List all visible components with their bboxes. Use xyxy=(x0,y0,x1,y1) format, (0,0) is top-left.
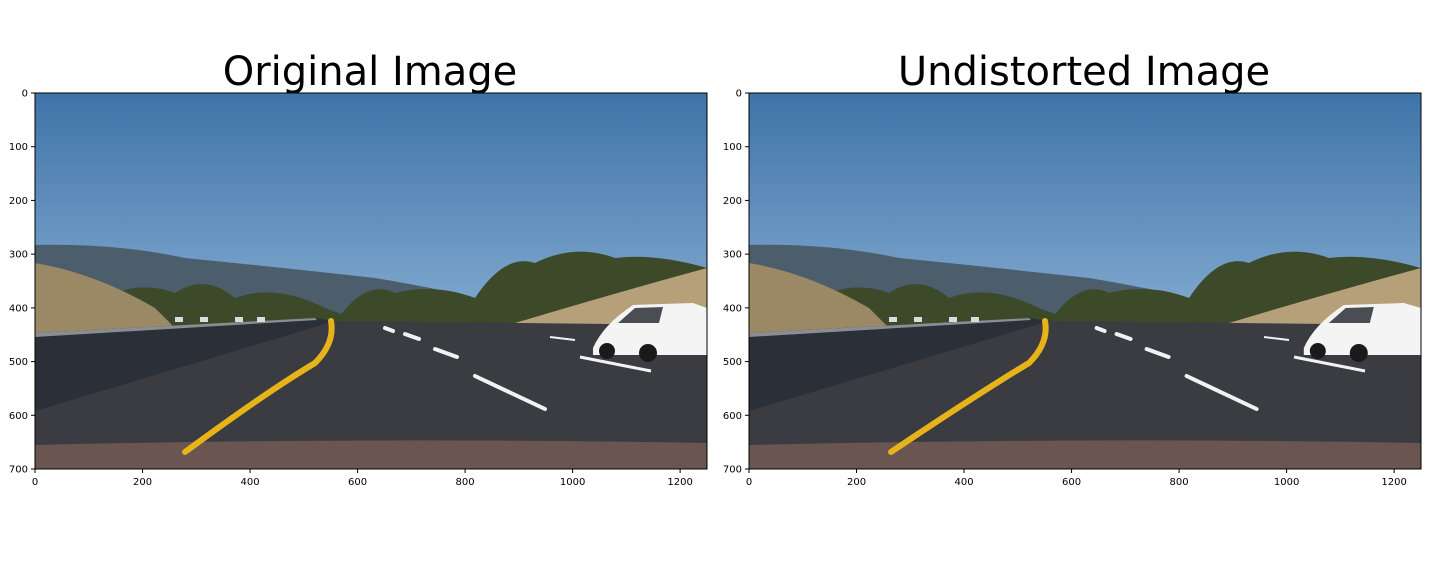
embankment-left xyxy=(749,263,889,333)
white-lane-dash xyxy=(1144,347,1171,359)
white-lane-dash xyxy=(433,347,459,359)
x-tick-label: 200 xyxy=(847,477,866,488)
x-tick-label: 600 xyxy=(348,477,367,488)
x-tick-label: 800 xyxy=(456,477,475,488)
yellow-lane-line xyxy=(888,318,1049,455)
embankment-left xyxy=(35,263,175,333)
x-tick-label: 0 xyxy=(746,477,752,488)
car-wheel xyxy=(639,344,657,362)
y-tick-label: 600 xyxy=(9,411,28,422)
car-hood xyxy=(749,440,1421,469)
y-tick-label: 700 xyxy=(9,465,28,476)
distant-car xyxy=(971,317,979,322)
white-lane-dash xyxy=(403,332,421,341)
y-tick-label: 400 xyxy=(9,303,28,314)
image-axes: 0 100 200 300 400 500 600 700 0 200 400 600 800 1000 1… xyxy=(723,89,1422,488)
distant-car xyxy=(175,317,183,322)
car-window xyxy=(618,307,663,323)
panel-title: Undistorted Image xyxy=(897,49,1271,95)
white-lane-dash xyxy=(1114,332,1133,341)
distant-car xyxy=(914,317,922,322)
white-lane-dash xyxy=(1263,336,1290,341)
y-tick-label: 200 xyxy=(9,196,28,207)
x-tick-label: 400 xyxy=(240,477,259,488)
panel-undistorted: Undistorted Image 0 100 200 300 400 500 600 700… xyxy=(714,0,1434,576)
white-lane-dash xyxy=(1293,355,1366,373)
car-wheel xyxy=(599,343,615,359)
y-tick-label: 500 xyxy=(723,357,742,368)
white-car xyxy=(593,303,707,355)
distant-car xyxy=(949,317,957,322)
car-hood xyxy=(35,440,707,469)
distant-car xyxy=(235,317,243,322)
distant-car xyxy=(257,317,265,322)
x-tick-label: 1200 xyxy=(1381,477,1406,488)
x-tick-label: 1000 xyxy=(1274,477,1299,488)
y-tick-label: 0 xyxy=(736,89,742,100)
white-lane-dash xyxy=(1094,326,1107,333)
y-tick-label: 200 xyxy=(723,196,742,207)
barrier-top xyxy=(749,318,1031,337)
x-tick-label: 200 xyxy=(133,477,152,488)
y-tick-label: 400 xyxy=(723,303,742,314)
y-tick-label: 300 xyxy=(9,250,28,261)
x-tick-label: 1000 xyxy=(560,477,585,488)
x-tick-label: 800 xyxy=(1170,477,1189,488)
white-car xyxy=(1303,303,1421,355)
y-tick-label: 100 xyxy=(9,142,28,153)
y-tick-label: 0 xyxy=(22,89,28,100)
image-axes: 0 100 200 300 400 500 600 700 0 200 400 600 800 1000 1… xyxy=(9,89,708,488)
x-tick-label: 1200 xyxy=(667,477,692,488)
white-lane-dash xyxy=(473,374,547,411)
white-lane-dash xyxy=(1184,374,1259,411)
panel-original: Original Image 0 100 200 300 400 500 600 700 0 20… xyxy=(9,49,708,488)
y-tick-label: 100 xyxy=(723,142,742,153)
distant-car xyxy=(200,317,208,322)
y-tick-label: 700 xyxy=(723,465,742,476)
barrier-top xyxy=(35,318,317,337)
barrier xyxy=(749,318,1049,411)
yellow-lane-line xyxy=(182,318,335,455)
car-window xyxy=(1328,307,1374,323)
white-lane-dash xyxy=(549,336,576,341)
barrier xyxy=(35,318,335,411)
x-tick-label: 0 xyxy=(32,477,38,488)
y-tick-label: 500 xyxy=(9,357,28,368)
y-tick-label: 300 xyxy=(723,250,742,261)
panel-title: Original Image xyxy=(222,49,518,95)
white-lane-dash xyxy=(383,326,395,333)
distant-car xyxy=(889,317,897,322)
x-tick-label: 400 xyxy=(954,477,973,488)
car-wheel xyxy=(1309,343,1326,359)
car-wheel xyxy=(1349,344,1368,362)
x-tick-label: 600 xyxy=(1062,477,1081,488)
y-tick-label: 600 xyxy=(723,411,742,422)
white-lane-dash xyxy=(579,355,652,373)
